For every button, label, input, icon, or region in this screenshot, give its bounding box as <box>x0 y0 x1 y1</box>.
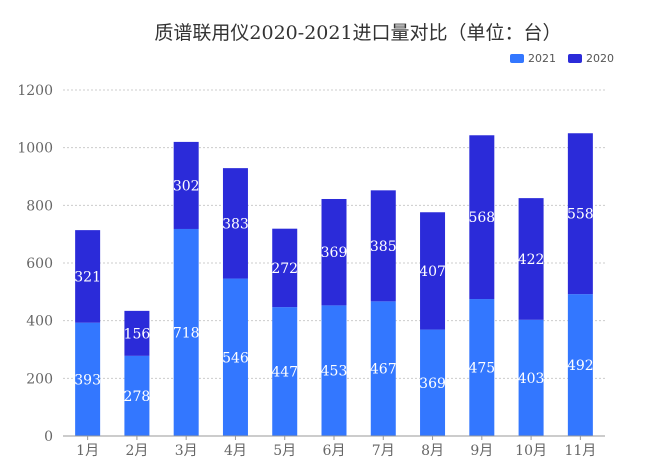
x-tick-label: 10月 <box>515 443 547 459</box>
bar-2021-6 <box>321 305 347 436</box>
bar-2021-8 <box>420 329 446 436</box>
bar-2021-11 <box>567 294 593 436</box>
bar-2020-9 <box>469 135 495 300</box>
data-label: 369 <box>419 376 446 392</box>
x-tick-label: 6月 <box>323 443 346 459</box>
x-axis: 1月 2月 3月 4月 5月 6月 7月 8月 9月 10月 11月 <box>63 435 605 459</box>
legend-swatch-2021 <box>510 54 524 63</box>
bar-2021-9 <box>469 299 495 436</box>
data-label: 369 <box>321 245 348 261</box>
data-label: 272 <box>271 261 298 277</box>
y-tick-label: 800 <box>26 198 53 214</box>
y-tick-label: 600 <box>26 256 53 272</box>
x-tick-label: 5月 <box>273 443 296 459</box>
data-label: 546 <box>222 350 249 366</box>
y-tick-label: 400 <box>26 314 53 330</box>
data-label: 467 <box>370 362 397 378</box>
x-tick-label: 9月 <box>470 443 493 459</box>
x-tick-label: 1月 <box>76 443 99 459</box>
y-tick-label: 200 <box>26 371 53 387</box>
legend: 2021 2020 <box>510 52 614 65</box>
bar-2020-2 <box>124 310 150 356</box>
bar-2020-4 <box>222 168 248 279</box>
bar-2020-1 <box>75 230 101 323</box>
y-axis: 0 200 400 600 800 1000 1200 <box>17 83 53 445</box>
x-tick-label: 3月 <box>175 443 198 459</box>
data-label: 718 <box>173 325 200 341</box>
legend-label-2021: 2021 <box>528 52 556 65</box>
bar-2020-3 <box>173 141 199 229</box>
bar-2021-5 <box>272 307 298 436</box>
bar-2021-3 <box>173 228 199 436</box>
data-label: 321 <box>74 269 101 285</box>
bar-2020-7 <box>370 190 396 302</box>
bar-2021-10 <box>518 319 544 436</box>
y-tick-label: 1000 <box>17 141 53 157</box>
data-label: 568 <box>468 210 495 226</box>
bar-2020-10 <box>518 198 544 320</box>
bars-group <box>75 133 593 436</box>
data-label: 385 <box>370 239 397 255</box>
bar-2021-7 <box>370 301 396 436</box>
data-label: 475 <box>468 361 495 377</box>
data-label: 156 <box>124 326 151 342</box>
bar-2020-8 <box>420 212 446 330</box>
bar-2021-2 <box>124 355 150 436</box>
chart-title: 质谱联用仪2020-2021进口量对比（单位：台） <box>154 22 561 44</box>
x-tick-label: 4月 <box>224 443 247 459</box>
bar-2021-1 <box>75 322 101 436</box>
y-tick-label: 1200 <box>17 83 53 99</box>
y-tick-label: 0 <box>44 429 53 445</box>
data-label: 278 <box>124 389 151 405</box>
data-label: 302 <box>173 178 200 194</box>
data-label: 447 <box>271 365 298 381</box>
x-tick-label: 8月 <box>421 443 444 459</box>
data-label: 492 <box>567 358 594 374</box>
data-label: 453 <box>321 364 348 380</box>
x-tick-label: 7月 <box>372 443 395 459</box>
bar-2020-6 <box>321 198 347 306</box>
bar-2021-4 <box>222 278 248 436</box>
data-label: 383 <box>222 216 249 232</box>
legend-swatch-2020 <box>568 54 582 63</box>
data-label: 393 <box>74 372 101 388</box>
x-tick-label: 11月 <box>564 443 596 459</box>
bar-2020-11 <box>567 133 593 295</box>
data-labels-group: 393 321 278 156 718 302 546 383 447 272 453 369 467 3… <box>74 178 593 404</box>
legend-label-2020: 2020 <box>586 52 614 65</box>
x-tick-label: 2月 <box>125 443 148 459</box>
data-label: 407 <box>419 264 446 280</box>
bar-2020-5 <box>272 228 298 308</box>
data-label: 558 <box>567 207 594 223</box>
data-label: 422 <box>518 252 545 268</box>
data-label: 403 <box>518 371 545 387</box>
